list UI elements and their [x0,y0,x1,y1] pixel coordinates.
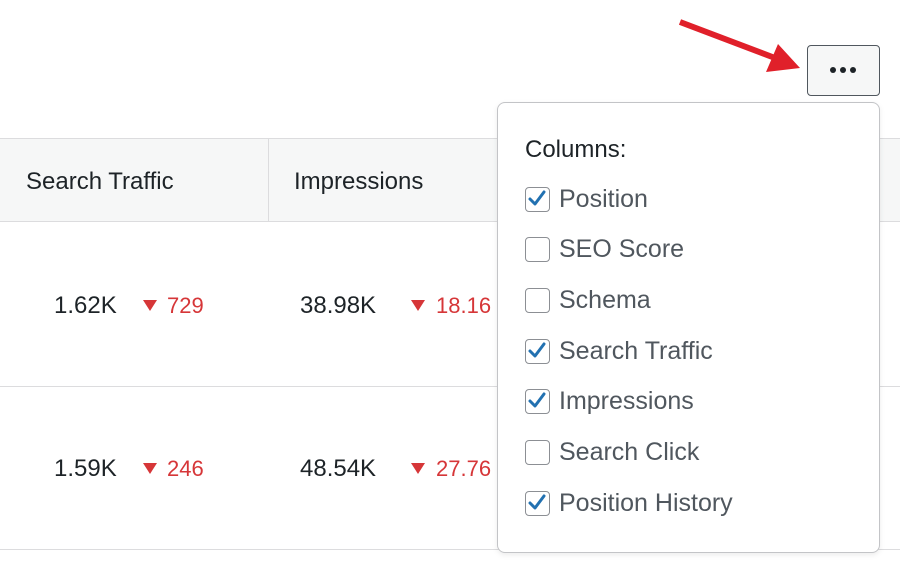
traffic-change: 729 [167,293,204,318]
row-divider [0,386,900,387]
checkbox[interactable] [525,186,550,212]
checkmark [528,494,546,510]
column-option[interactable]: SEO Score [525,235,684,265]
column-divider [268,138,269,222]
traffic-value: 1.62K [54,292,117,319]
option-label[interactable]: Schema [559,285,651,314]
traffic-value: 1.59K [54,455,117,482]
option-label[interactable]: Impressions [559,387,694,416]
down-arrow [411,300,425,311]
row-divider [0,549,900,550]
option-label[interactable]: Search Traffic [559,336,713,365]
checkbox[interactable] [525,287,550,313]
checkbox[interactable] [525,490,550,516]
down-arrow [143,300,157,311]
option-label[interactable]: Position [559,184,648,213]
down-arrow [411,463,425,474]
checkmark [528,392,546,408]
checkmark [528,190,546,205]
checkbox[interactable] [525,440,550,465]
option-label[interactable]: Position History [559,488,733,517]
column-option[interactable]: Impressions [525,387,694,417]
checkbox[interactable] [525,389,550,415]
column-header[interactable]: Search Traffic [26,168,174,195]
column-option[interactable]: Search Click [525,438,699,468]
checkbox[interactable] [525,338,550,364]
dropdown-title: Columns: [525,136,627,163]
traffic-change: 246 [167,456,204,481]
column-option[interactable]: Position [525,184,648,214]
column-option[interactable]: Search Traffic [525,336,713,366]
red-arrow [678,19,800,72]
column-option[interactable]: Position History [525,488,733,518]
impressions-value: 48.54K [300,455,377,482]
checkbox[interactable] [525,237,550,263]
option-label[interactable]: SEO Score [559,235,685,264]
checkmark [528,342,546,358]
down-arrow [143,463,157,474]
column-option[interactable]: Schema [525,285,651,315]
more-button[interactable] [807,45,880,96]
impressions-change: 18.16 [436,293,492,318]
dots-icon [830,67,856,73]
impressions-change: 27.76 [436,456,492,481]
columns-dropdown: Columns: Position SEO Score Schema Search T… [497,102,880,553]
column-header[interactable]: Impressions [294,168,424,195]
option-label[interactable]: Search Click [559,438,700,466]
impressions-value: 38.98K [300,292,377,319]
